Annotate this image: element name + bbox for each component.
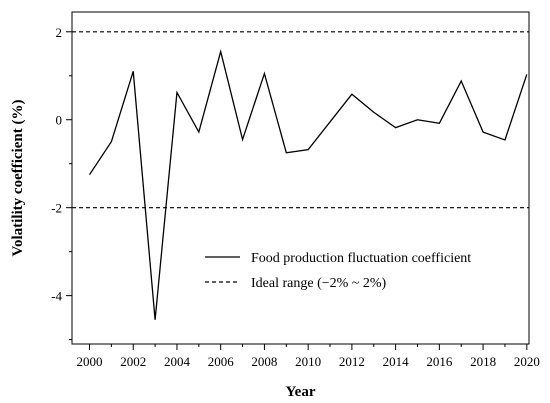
legend-label-food-production: Food production fluctuation coefficient bbox=[251, 251, 471, 266]
plot-area-frame bbox=[71, 11, 530, 345]
legend: Food production fluctuation coefficient … bbox=[205, 251, 471, 291]
y-tick-label--2: -2 bbox=[51, 201, 62, 216]
y-axis-ticks: -4 -2 0 2 bbox=[51, 25, 72, 341]
x-axis-ticks: 2000 2002 2004 2006 2008 2010 2012 2014 2016 2018… bbox=[76, 344, 540, 369]
x-tick-label-2020: 2020 bbox=[514, 354, 540, 369]
x-tick-label-2016: 2016 bbox=[426, 354, 453, 369]
y-axis-title: Volatility coefficient (%) bbox=[10, 100, 26, 257]
x-tick-label-2000: 2000 bbox=[76, 354, 102, 369]
y-tick-label--4: -4 bbox=[51, 289, 62, 304]
x-tick-label-2010: 2010 bbox=[295, 354, 321, 369]
y-tick-label-0: 0 bbox=[56, 113, 63, 128]
x-tick-label-2014: 2014 bbox=[383, 354, 410, 369]
x-tick-label-2008: 2008 bbox=[251, 354, 277, 369]
x-axis-title: Year bbox=[286, 384, 316, 400]
x-tick-label-2012: 2012 bbox=[339, 354, 365, 369]
x-tick-label-2006: 2006 bbox=[208, 354, 235, 369]
y-tick-label-2: 2 bbox=[56, 25, 63, 40]
x-tick-label-2018: 2018 bbox=[470, 354, 496, 369]
ideal-range-lines bbox=[72, 31, 529, 209]
x-tick-label-2002: 2002 bbox=[120, 354, 146, 369]
series-line-food-production bbox=[88, 48, 528, 320]
legend-label-ideal-range: Ideal range (−2% ~ 2%) bbox=[251, 276, 387, 291]
x-tick-label-2004: 2004 bbox=[164, 354, 191, 369]
